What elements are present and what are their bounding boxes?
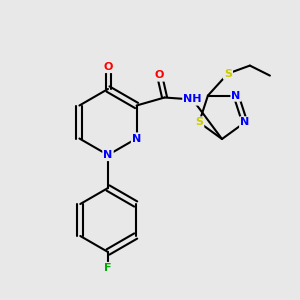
- Text: O: O: [103, 62, 113, 72]
- Text: O: O: [155, 70, 164, 80]
- Text: N: N: [132, 134, 141, 143]
- Text: S: S: [195, 117, 203, 128]
- Text: N: N: [240, 117, 250, 128]
- Text: S: S: [224, 69, 232, 79]
- Text: NH: NH: [183, 94, 202, 104]
- Text: F: F: [104, 263, 112, 273]
- Text: N: N: [103, 150, 112, 160]
- Text: N: N: [232, 91, 241, 100]
